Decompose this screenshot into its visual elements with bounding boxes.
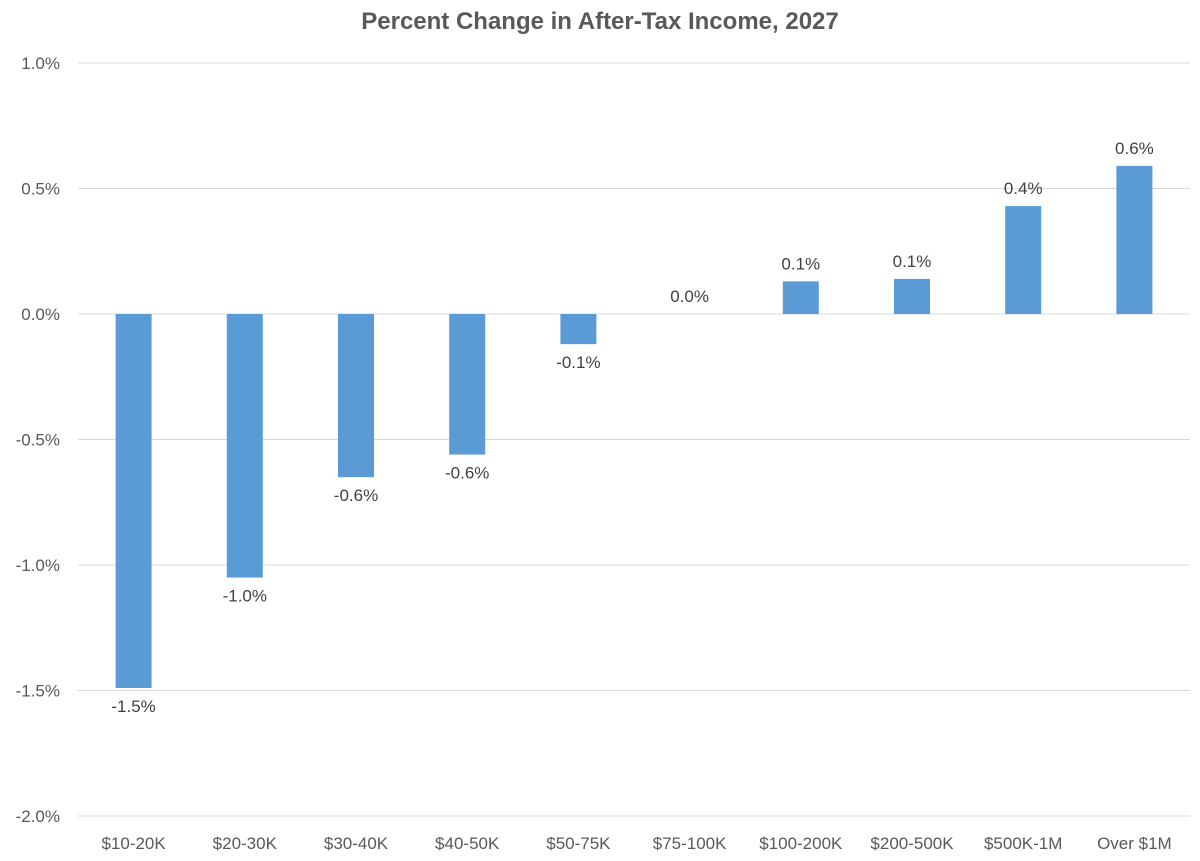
x-tick-label: Over $1M [1097,834,1172,853]
data-label: -1.5% [111,697,155,716]
y-tick-label: -2.0% [16,807,60,826]
bar [1116,165,1153,314]
y-tick-label: 0.5% [21,180,60,199]
data-label: 0.4% [1004,179,1043,198]
x-tick-label: $50-75K [546,834,611,853]
data-label: 0.6% [1115,139,1154,158]
bars [115,165,1153,688]
bar [894,278,930,314]
bar [560,314,597,345]
bar [226,314,263,578]
data-label: -0.6% [334,486,378,505]
bar [782,281,819,314]
y-tick-label: -1.0% [16,556,60,575]
data-label: 0.0% [670,287,709,306]
data-label: -1.0% [223,587,267,606]
y-tick-label: 1.0% [21,54,60,73]
x-tick-label: $40-50K [435,834,500,853]
data-labels: -1.5% -1.0% -0.6% -0.6% -0.1% 0.0% 0.1% 0.1% 0.4… [111,139,1153,716]
y-tick-label: -1.5% [16,682,60,701]
x-tick-label: $30-40K [324,834,389,853]
chart-title: Percent Change in After-Tax Income, 2027 [361,8,839,35]
x-tick-label: $500K-1M [984,834,1062,853]
bar [1005,206,1042,314]
data-label: -0.6% [445,464,489,483]
data-label: -0.1% [556,353,600,372]
x-tick-label: $75-100K [653,834,727,853]
y-tick-label: 0.0% [21,305,60,324]
bar [115,314,152,688]
bar [449,314,486,455]
gridlines [78,62,1190,817]
x-tick-label: $20-30K [213,834,278,853]
x-tick-label: $200-500K [870,834,954,853]
bar [338,314,374,478]
y-axis-tick-labels: 1.0% 0.5% 0.0% -0.5% -1.0% -1.5% -2.0% [16,54,60,826]
y-tick-label: -0.5% [16,431,60,450]
data-label: 0.1% [893,252,932,271]
data-label: 0.1% [781,254,820,273]
x-tick-label: $100-200K [759,834,843,853]
x-axis-tick-labels: $10-20K $20-30K $30-40K $40-50K $50-75K $75-1… [101,834,1171,853]
x-tick-label: $10-20K [101,834,166,853]
